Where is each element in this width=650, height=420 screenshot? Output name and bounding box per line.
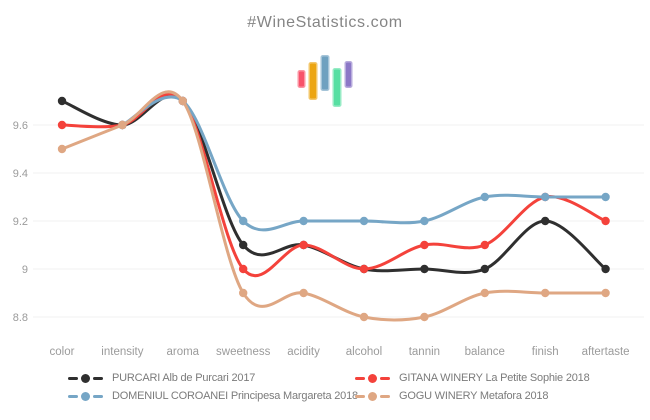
legend-label: PURCARI Alb de Purcari 2017	[112, 372, 256, 384]
data-point-purcari[interactable]	[57, 96, 67, 106]
x-axis-label: finish	[532, 346, 559, 358]
data-point-gitana[interactable]	[57, 120, 67, 130]
y-axis-label: 9.2	[13, 216, 28, 228]
x-axis-label: color	[50, 346, 75, 358]
data-point-purcari[interactable]	[601, 264, 610, 274]
data-point-gitana[interactable]	[359, 264, 369, 274]
x-axis-label: aftertaste	[582, 346, 630, 358]
data-point-gogu[interactable]	[420, 312, 429, 322]
data-point-purcari[interactable]	[541, 216, 550, 226]
data-point-gogu[interactable]	[178, 96, 187, 106]
legend-marker-dash	[93, 394, 103, 398]
data-point-gogu[interactable]	[239, 288, 248, 298]
page-title: #WineStatistics.com	[247, 14, 403, 31]
data-point-gogu[interactable]	[480, 288, 489, 298]
legend-item-gogu[interactable]: GOGU WINERY Metafora 2018	[355, 390, 590, 402]
data-point-purcari[interactable]	[480, 264, 489, 274]
data-point-domeniul[interactable]	[299, 216, 308, 226]
legend-marker-dash	[380, 376, 390, 380]
data-point-purcari[interactable]	[239, 240, 248, 250]
data-point-gogu[interactable]	[118, 120, 127, 130]
logo-bar-green	[332, 68, 342, 107]
x-axis-label: alcohol	[346, 346, 382, 358]
data-point-gitana[interactable]	[480, 240, 489, 250]
y-axis-label: 9.4	[13, 168, 28, 180]
legend-label: GOGU WINERY Metafora 2018	[399, 390, 549, 402]
x-axis-label: intensity	[101, 346, 143, 358]
logo-bar-pink	[297, 70, 306, 88]
x-axis-label: aroma	[166, 346, 199, 358]
data-point-gitana[interactable]	[239, 264, 248, 274]
legend-item-purcari[interactable]: PURCARI Alb de Purcari 2017	[68, 372, 355, 384]
data-point-purcari[interactable]	[420, 264, 429, 274]
x-axis-label: sweetness	[216, 346, 271, 358]
chart-legend: PURCARI Alb de Purcari 2017 GITANA WINERY…	[68, 372, 590, 402]
series-line-purcari	[60, 94, 608, 275]
series-line-domeniul	[120, 95, 608, 232]
logo-bar-purple	[344, 61, 353, 88]
legend-marker-dash	[68, 376, 78, 380]
x-axis-label: acidity	[287, 346, 320, 358]
ratings-line-chart: 8.8 9 9.2 9.4 9.6 color intensity aroma sweetnes…	[13, 90, 644, 358]
x-axis-label: balance	[465, 346, 505, 358]
legend-marker-dash	[93, 376, 103, 380]
legend-marker-dot	[81, 391, 90, 401]
y-axis-label: 9.6	[13, 120, 28, 132]
data-point-domeniul[interactable]	[420, 216, 429, 226]
x-axis-label: tannin	[409, 346, 440, 358]
series-line-gogu	[60, 90, 608, 322]
logo-bar-blue	[320, 55, 330, 91]
legend-marker-dash	[380, 394, 390, 398]
series-line-gitana	[60, 92, 608, 278]
logo-bar-orange	[308, 62, 318, 100]
data-point-gitana[interactable]	[601, 216, 610, 226]
data-point-gogu[interactable]	[299, 288, 308, 298]
data-point-gogu[interactable]	[601, 288, 610, 298]
data-point-domeniul[interactable]	[239, 216, 248, 226]
data-point-domeniul[interactable]	[480, 192, 489, 202]
data-point-gitana[interactable]	[299, 240, 308, 250]
legend-marker-dash	[68, 394, 78, 398]
data-point-gogu[interactable]	[541, 288, 550, 298]
data-point-domeniul[interactable]	[541, 192, 550, 202]
data-point-gitana[interactable]	[420, 240, 429, 250]
data-point-domeniul[interactable]	[601, 192, 610, 202]
y-axis-label: 8.8	[13, 312, 28, 324]
legend-marker-dot	[368, 373, 377, 383]
legend-item-domeniul[interactable]: DOMENIUL COROANEI Principesa Margareta 2…	[68, 390, 358, 402]
winestatistics-logo-icon	[297, 55, 353, 110]
data-point-gogu[interactable]	[57, 144, 67, 154]
y-axis-label: 9	[22, 264, 28, 276]
legend-label: GITANA WINERY La Petite Sophie 2018	[399, 372, 590, 384]
data-point-gogu[interactable]	[359, 312, 369, 322]
legend-marker-dot	[368, 391, 377, 401]
legend-item-gitana[interactable]: GITANA WINERY La Petite Sophie 2018	[355, 372, 590, 384]
data-point-domeniul[interactable]	[359, 216, 369, 226]
legend-label: DOMENIUL COROANEI Principesa Margareta 2…	[112, 390, 358, 402]
legend-marker-dash	[355, 376, 365, 380]
legend-marker-dot	[81, 373, 90, 383]
legend-marker-dash	[355, 394, 365, 398]
